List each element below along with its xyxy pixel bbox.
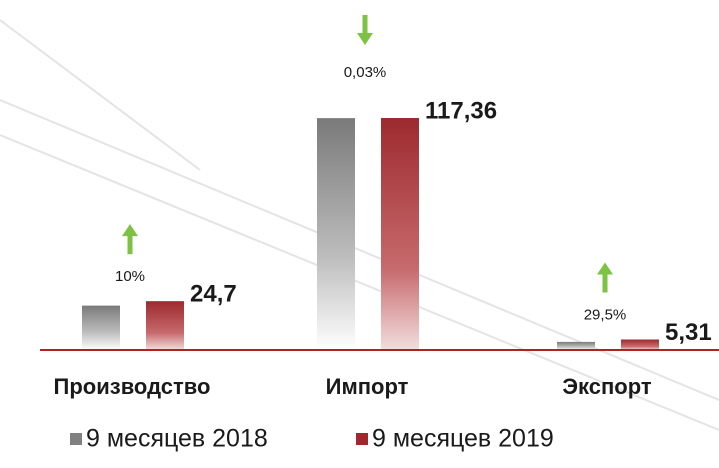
change-label: 29,5%	[584, 306, 627, 323]
crane-decoration	[0, 20, 719, 430]
arrow-head	[357, 33, 373, 45]
legend-swatch	[70, 433, 82, 445]
bar	[146, 301, 184, 350]
value-label: 5,31	[665, 319, 712, 346]
bar	[82, 306, 120, 350]
bar	[621, 340, 659, 350]
value-label: 24,7	[190, 281, 237, 308]
legend-label: 9 месяцев 2018	[86, 425, 268, 453]
legend-swatch	[356, 433, 368, 445]
legend-label: 9 месяцев 2019	[372, 425, 554, 453]
change-label: 0,03%	[344, 64, 387, 81]
x-tick-label: Импорт	[326, 374, 409, 399]
chart: 24,7 10% Производство 117,36 0,03% Импорт 5,31…	[0, 0, 719, 468]
x-tick-label: Производство	[54, 374, 211, 399]
arrow-head	[597, 263, 613, 275]
bar	[381, 118, 419, 350]
x-tick-label: Экспорт	[562, 374, 651, 399]
page: 24,7 10% Производство 117,36 0,03% Импорт 5,31…	[0, 0, 719, 468]
bar	[557, 342, 595, 350]
bar	[317, 118, 355, 350]
arrow-head	[122, 224, 138, 236]
change-label: 10%	[115, 268, 145, 285]
value-label: 117,36	[425, 97, 497, 124]
